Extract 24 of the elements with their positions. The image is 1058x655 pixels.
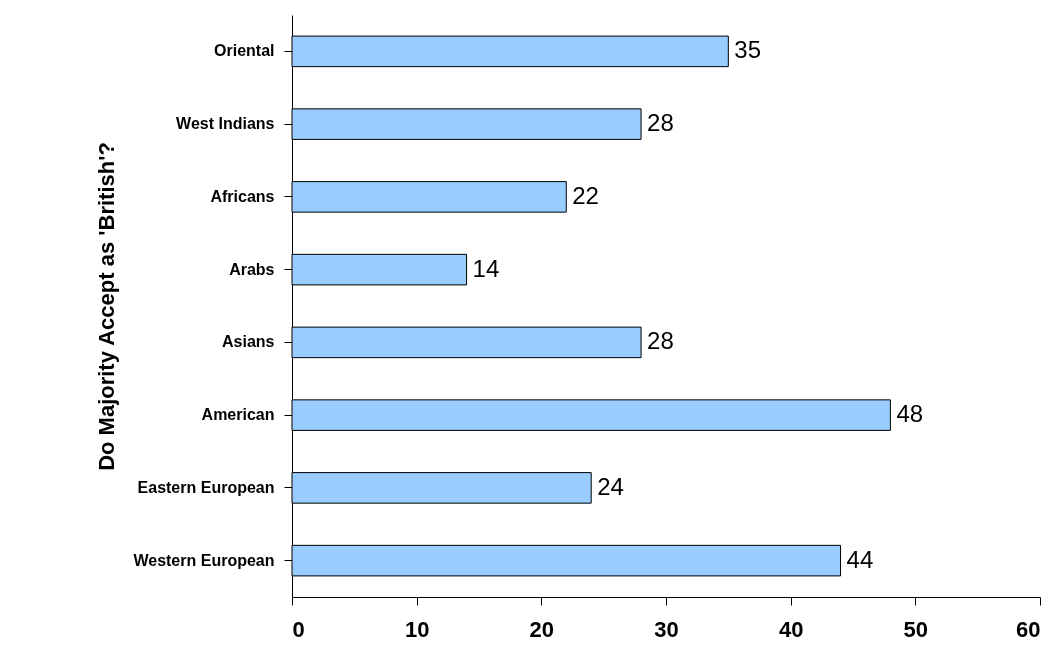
data-label: 35 — [734, 36, 762, 64]
y-tick-label: Western European — [133, 551, 275, 569]
x-tick-label: 50 — [903, 616, 929, 642]
x-tick-label: 20 — [529, 616, 555, 642]
y-tick-label: Oriental — [214, 42, 275, 60]
y-axis-title: Do Majority Accept as 'British'? — [94, 142, 120, 471]
y-tick-label: West Indians — [176, 115, 275, 133]
data-label: 44 — [846, 545, 874, 573]
y-tick-label: Eastern European — [137, 478, 275, 496]
y-tick-label: Arabs — [229, 260, 275, 278]
x-tick-label: 0 — [292, 616, 305, 642]
y-tick-label: Asians — [222, 333, 275, 351]
data-label: 28 — [647, 327, 674, 355]
data-label: 28 — [647, 109, 674, 137]
data-label: 22 — [572, 181, 599, 209]
y-tick-label: Africans — [210, 187, 275, 205]
y-tick-label: American — [201, 406, 275, 424]
x-tick-label: 30 — [654, 616, 679, 642]
x-tick-label: 60 — [1016, 616, 1041, 642]
data-label: 24 — [597, 472, 624, 500]
data-label: 48 — [896, 400, 924, 428]
x-tick-label: 40 — [778, 616, 804, 642]
data-label: 14 — [472, 254, 500, 282]
x-tick-label: 10 — [404, 616, 430, 642]
